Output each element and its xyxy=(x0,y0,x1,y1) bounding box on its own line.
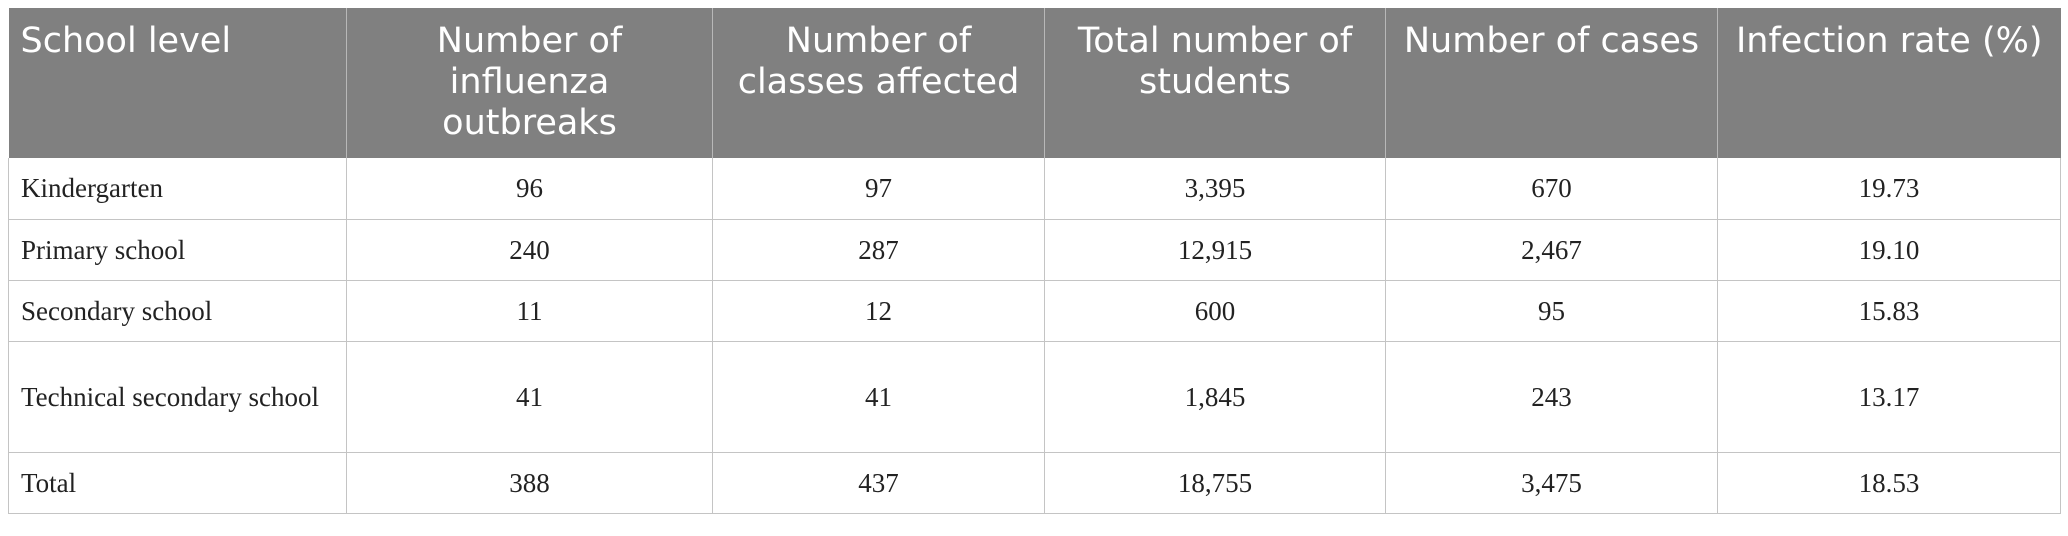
header-total-students: Total number of students xyxy=(1044,8,1386,158)
cell-classes-affected: 287 xyxy=(712,219,1045,281)
cell-school-level: Primary school xyxy=(8,219,347,281)
cell-infection-rate: 15.83 xyxy=(1717,280,2061,342)
table-row: Secondary school 11 12 600 95 15.83 xyxy=(8,280,2061,342)
cell-infection-rate: 19.10 xyxy=(1717,219,2061,281)
cell-infection-rate: 19.73 xyxy=(1717,158,2061,220)
data-table-container: School level Number of influenza outbrea… xyxy=(8,8,2061,514)
cell-school-level: Kindergarten xyxy=(8,158,347,220)
header-classes-affected: Number of classes affected xyxy=(712,8,1045,158)
table-row: Primary school 240 287 12,915 2,467 19.1… xyxy=(8,219,2061,281)
cell-classes-affected: 97 xyxy=(712,158,1045,220)
header-school-level: School level xyxy=(8,8,347,158)
influenza-outbreak-table: School level Number of influenza outbrea… xyxy=(8,8,2061,514)
cell-school-level: Technical secondary school xyxy=(8,341,347,453)
cell-outbreaks: 11 xyxy=(346,280,713,342)
cell-cases: 3,475 xyxy=(1385,452,1718,514)
cell-classes-affected: 12 xyxy=(712,280,1045,342)
header-infection-rate: Infection rate (%) xyxy=(1717,8,2061,158)
cell-cases: 95 xyxy=(1385,280,1718,342)
cell-school-level: Secondary school xyxy=(8,280,347,342)
cell-outbreaks: 388 xyxy=(346,452,713,514)
table-row: Kindergarten 96 97 3,395 670 19.73 xyxy=(8,158,2061,220)
cell-outbreaks: 240 xyxy=(346,219,713,281)
cell-total-students: 12,915 xyxy=(1044,219,1386,281)
table-total-row: Total 388 437 18,755 3,475 18.53 xyxy=(8,452,2061,514)
cell-cases: 2,467 xyxy=(1385,219,1718,281)
table-header-row: School level Number of influenza outbrea… xyxy=(8,8,2061,158)
cell-classes-affected: 41 xyxy=(712,341,1045,453)
cell-classes-affected: 437 xyxy=(712,452,1045,514)
cell-total-students: 18,755 xyxy=(1044,452,1386,514)
cell-total-students: 600 xyxy=(1044,280,1386,342)
cell-total-students: 1,845 xyxy=(1044,341,1386,453)
header-influenza-outbreaks: Number of influenza outbreaks xyxy=(346,8,713,158)
cell-infection-rate: 18.53 xyxy=(1717,452,2061,514)
header-number-of-cases: Number of cases xyxy=(1385,8,1718,158)
cell-school-level: Total xyxy=(8,452,347,514)
cell-outbreaks: 96 xyxy=(346,158,713,220)
cell-outbreaks: 41 xyxy=(346,341,713,453)
table-row: Technical secondary school 41 41 1,845 2… xyxy=(8,341,2061,453)
cell-cases: 670 xyxy=(1385,158,1718,220)
cell-infection-rate: 13.17 xyxy=(1717,341,2061,453)
cell-total-students: 3,395 xyxy=(1044,158,1386,220)
cell-cases: 243 xyxy=(1385,341,1718,453)
